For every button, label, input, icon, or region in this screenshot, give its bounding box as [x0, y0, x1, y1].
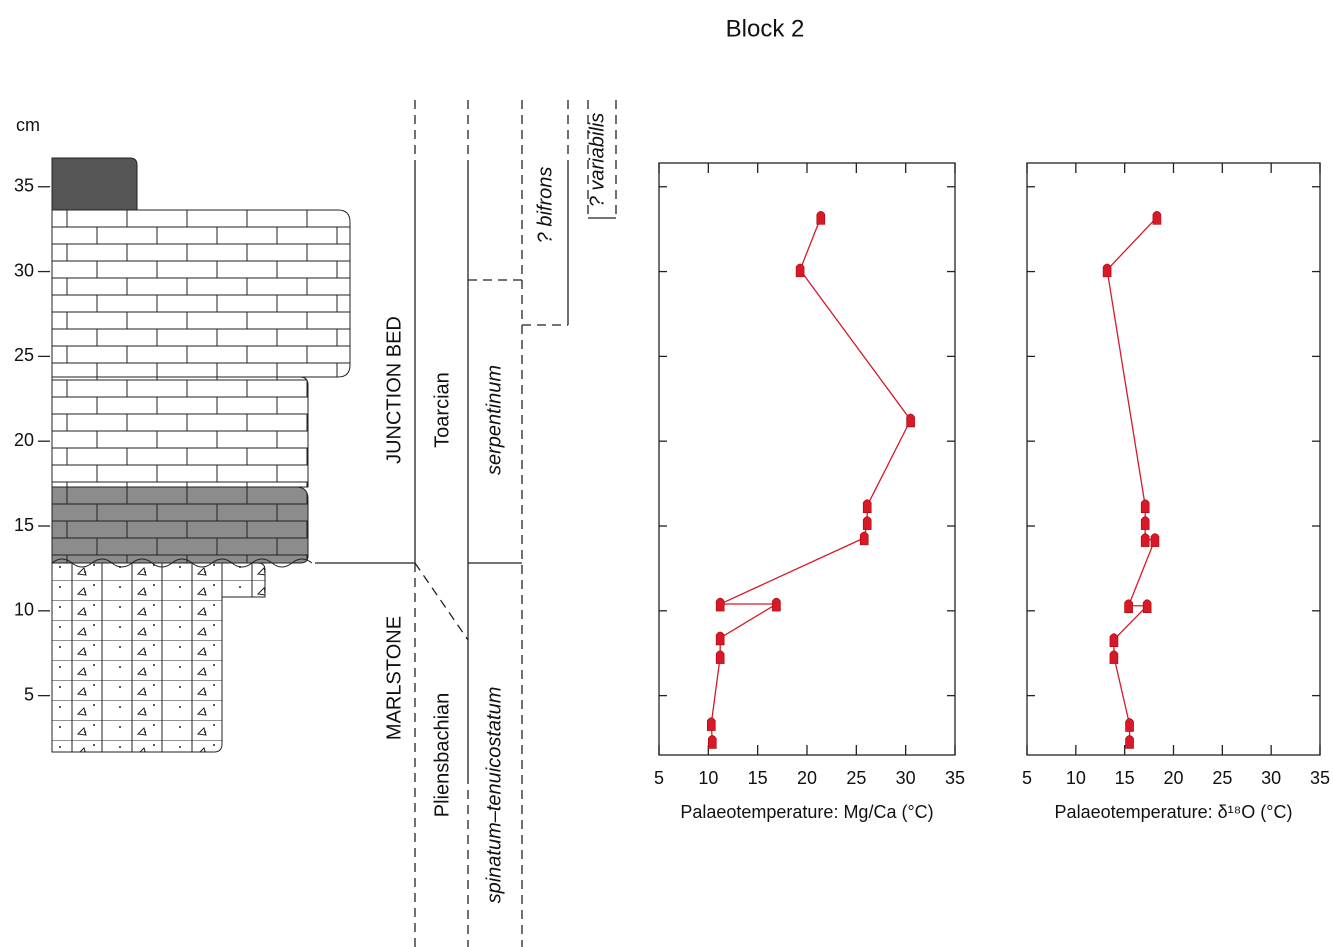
subzone-label: ? variabilis	[586, 113, 608, 207]
data-point	[817, 211, 825, 224]
stage-label: Pliensbachian	[431, 693, 453, 818]
data-point	[1141, 517, 1149, 530]
x-tick-label: 10	[698, 768, 718, 788]
data-point	[1151, 534, 1159, 547]
data-line	[711, 217, 910, 741]
data-point	[1103, 264, 1111, 277]
x-tick-label: 25	[1212, 768, 1232, 788]
data-point	[1126, 718, 1134, 731]
x-tick-label: 35	[945, 768, 965, 788]
data-point	[772, 598, 780, 611]
data-point	[716, 632, 724, 645]
depth-tick-label: 10	[14, 600, 34, 620]
stratigraphic-lines	[315, 100, 616, 947]
data-point	[1126, 735, 1134, 748]
x-tick-label: 25	[846, 768, 866, 788]
data-point	[1143, 600, 1151, 613]
x-axis-label: Palaeotemperature: δ¹⁸O (°C)	[1055, 802, 1293, 822]
x-tick-label: 10	[1066, 768, 1086, 788]
x-tick-label: 35	[1310, 768, 1330, 788]
x-tick-label: 20	[1163, 768, 1183, 788]
x-axis-label: Palaeotemperature: Mg/Ca (°C)	[680, 802, 933, 822]
depth-unit: cm	[16, 115, 40, 135]
x-tick-label: 5	[1022, 768, 1032, 788]
data-point	[1110, 651, 1118, 664]
zone-label: spinatum–tenuicostatum	[483, 687, 505, 904]
data-point	[716, 651, 724, 664]
data-point	[1141, 500, 1149, 513]
x-tick-label: 30	[896, 768, 916, 788]
x-tick-label: 15	[1115, 768, 1135, 788]
figure-title: Block 2	[726, 15, 805, 42]
data-point	[1125, 600, 1133, 613]
data-point	[1153, 211, 1161, 224]
plot-frame	[1027, 163, 1320, 755]
x-tick-label: 5	[654, 768, 664, 788]
data-point	[796, 264, 804, 277]
data-point	[863, 517, 871, 530]
data-point	[716, 598, 724, 611]
member-label: MARLSTONE	[383, 616, 405, 740]
x-tick-label: 15	[748, 768, 768, 788]
data-point	[707, 718, 715, 731]
data-point	[1110, 634, 1118, 647]
data-point	[860, 532, 868, 545]
zone-label: serpentinum	[483, 365, 505, 475]
stage-label: Toarcian	[431, 372, 453, 448]
lithology-column	[52, 158, 350, 752]
depth-tick-label: 5	[24, 684, 34, 704]
figure: Block 2 cm JUNCTION BED MARLSTONE Toarci…	[0, 0, 1333, 947]
depth-tick-label: 35	[14, 175, 34, 195]
x-tick-label: 20	[797, 768, 817, 788]
depth-tick-label: 30	[14, 260, 34, 280]
data-point	[863, 500, 871, 513]
subzone-label: ? bifrons	[534, 167, 556, 244]
x-tick-label: 30	[1261, 768, 1281, 788]
data-point	[708, 735, 716, 748]
member-label: JUNCTION BED	[383, 316, 405, 464]
depth-tick-label: 25	[14, 345, 34, 365]
data-point	[907, 414, 915, 427]
data-point	[1141, 534, 1149, 547]
depth-tick-label: 15	[14, 515, 34, 535]
depth-tick-label: 20	[14, 430, 34, 450]
